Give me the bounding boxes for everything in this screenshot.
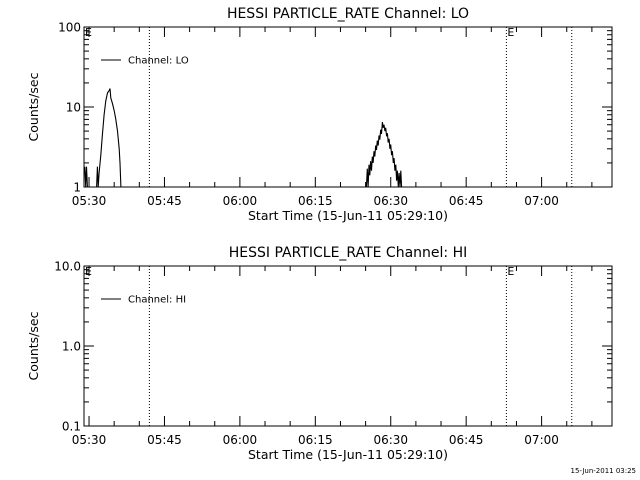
x-tick-label: 06:30: [373, 194, 408, 208]
x-axis-label-hi: Start Time (15-Jun-11 05:29:10): [248, 447, 448, 462]
y-tick-label: 10: [66, 101, 81, 115]
series-group-lo: [84, 88, 403, 187]
x-tick-label: 06:30: [373, 433, 408, 447]
y-tick-label: 0.1: [62, 420, 81, 434]
legend-label-lo: Channel: LO: [128, 56, 189, 67]
x-tick-label: 05:30: [72, 433, 107, 447]
event-marker-label: E: [507, 26, 514, 39]
y-axis-label-lo: Counts/sec: [26, 72, 41, 141]
series-line-lo: [365, 121, 403, 187]
chart-title-lo: HESSI PARTICLE_RATE Channel: LO: [227, 6, 469, 22]
series-line-lo: [84, 166, 88, 187]
x-tick-label: 06:45: [449, 433, 484, 447]
event-marker-label: E: [85, 26, 92, 39]
x-tick-label: 06:15: [298, 194, 333, 208]
y-tick-label: 100: [58, 21, 81, 35]
x-tick-label: 05:45: [147, 194, 182, 208]
x-tick-label: 05:30: [72, 194, 107, 208]
legend-label-hi: Channel: HI: [128, 295, 186, 306]
chart-title-hi: HESSI PARTICLE_RATE Channel: HI: [229, 245, 467, 261]
chart-panel-hi: HESSI PARTICLE_RATE Channel: HI 0.1 1.0 10.…: [26, 245, 613, 462]
x-tick-label: 06:45: [449, 194, 484, 208]
x-tick-label: 06:15: [298, 433, 333, 447]
event-marker-label: E: [85, 265, 92, 278]
event-marker-label: E: [507, 265, 514, 278]
y-tick-label: 10.0: [54, 260, 81, 274]
x-tick-label: 07:00: [524, 433, 559, 447]
footer-timestamp: 15-Jun-2011 03:25: [571, 467, 637, 475]
x-axis-label-lo: Start Time (15-Jun-11 05:29:10): [248, 208, 448, 223]
x-tick-label: 05:45: [147, 433, 182, 447]
x-tick-label: 06:00: [223, 433, 258, 447]
y-axis-label-hi: Counts/sec: [26, 311, 41, 380]
series-line-lo: [96, 88, 122, 187]
y-tick-label: 1.0: [62, 340, 81, 354]
x-tick-label: 06:00: [223, 194, 258, 208]
y-tick-label: 1: [73, 181, 81, 195]
chart-panel-lo: HESSI PARTICLE_RATE Channel: LO 1 10 100 05:…: [26, 6, 613, 223]
x-tick-label: 07:00: [524, 194, 559, 208]
